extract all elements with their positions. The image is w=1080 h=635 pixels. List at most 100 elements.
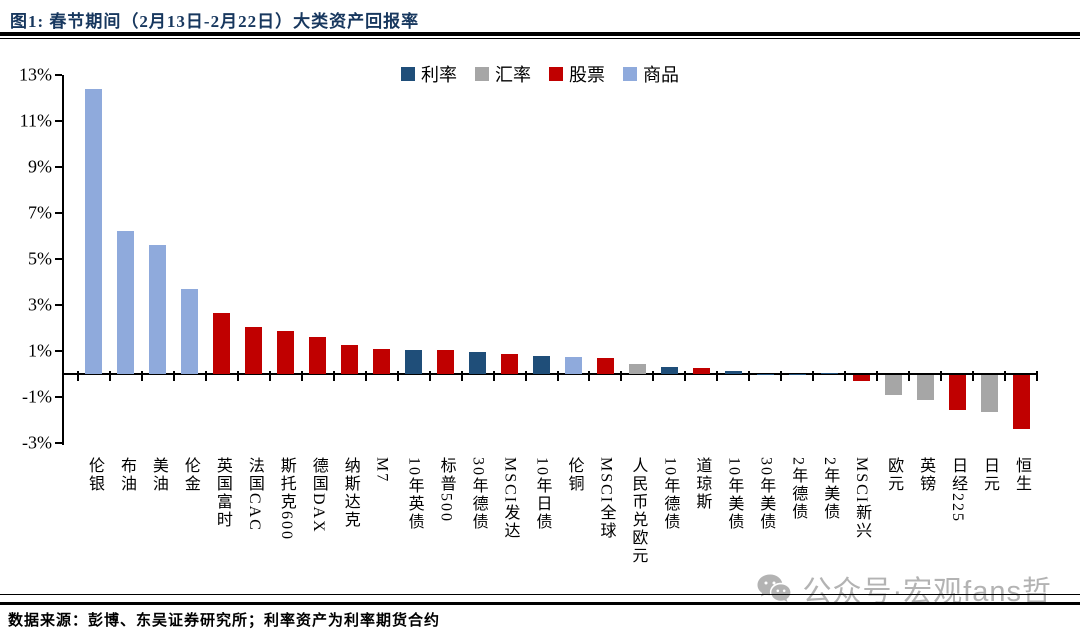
x-axis-label: 英国富时 [213, 457, 231, 529]
x-axis-tick [748, 371, 751, 381]
x-axis-tick [1036, 371, 1038, 381]
bar [277, 331, 295, 374]
legend: 利率 汇率 股票 商品 [0, 61, 1080, 87]
bar [692, 368, 710, 374]
x-axis-tick [236, 371, 239, 381]
x-axis-label: 英镑 [917, 457, 935, 493]
x-axis-tick [268, 371, 271, 381]
x-axis-label: 标普500 [437, 457, 455, 523]
x-axis-tick [77, 371, 79, 381]
legend-swatch [401, 67, 415, 81]
x-axis-label: 2年德债 [789, 457, 807, 521]
x-axis-label: 纳斯达克 [341, 457, 359, 529]
bar [980, 375, 998, 412]
x-axis-label: 道琼斯 [693, 457, 711, 511]
legend-swatch [549, 67, 563, 81]
x-axis-tick [204, 371, 207, 381]
legend-label: 商品 [643, 65, 679, 85]
bar [820, 373, 838, 375]
bar [149, 245, 167, 374]
x-axis-label: 10年日债 [533, 457, 551, 531]
bar [788, 373, 806, 375]
footer-divider-thin [0, 594, 1080, 595]
x-axis-label: 人民币兑欧元 [629, 457, 647, 565]
x-axis-label: 日经225 [949, 457, 967, 523]
x-axis-tick [492, 371, 495, 381]
legend-label: 利率 [421, 65, 457, 85]
y-axis-label: -1% [22, 386, 52, 407]
x-axis-tick [652, 371, 655, 381]
y-axis-label: -3% [22, 432, 52, 453]
x-axis-label: 德国DAX [309, 457, 327, 534]
bar [724, 371, 742, 374]
x-axis-tick [1004, 371, 1007, 381]
x-axis-label: 法国CAC [245, 457, 263, 532]
x-axis-label: 布油 [117, 457, 135, 493]
bar [437, 349, 455, 374]
x-axis-tick [972, 371, 975, 381]
bar [245, 326, 263, 374]
x-axis-label: 欧元 [885, 457, 903, 493]
x-axis-label: 10年英债 [405, 457, 423, 531]
y-axis-tick [55, 442, 62, 444]
bar [948, 375, 966, 410]
x-axis-label: 斯托克600 [277, 457, 295, 541]
bar [469, 352, 487, 374]
x-axis-tick [908, 371, 911, 381]
title-divider-thin [0, 38, 1080, 39]
x-axis-baseline [62, 373, 1037, 375]
x-axis-tick [780, 371, 783, 381]
x-axis-label: 恒生 [1013, 457, 1031, 493]
title-divider-thick [0, 32, 1080, 36]
legend-item-3: 股票 [549, 61, 605, 87]
x-axis-label: MSCI新兴 [853, 457, 871, 541]
legend-swatch [623, 67, 637, 81]
legend-label: 汇率 [495, 65, 531, 85]
y-axis-label: 1% [28, 340, 52, 361]
legend-label: 股票 [569, 65, 605, 85]
bar [564, 356, 582, 374]
x-axis-tick [140, 371, 143, 381]
y-axis-tick [55, 212, 62, 214]
y-axis-tick [55, 350, 62, 352]
bar [756, 373, 774, 375]
y-axis-label: 5% [28, 248, 52, 269]
x-axis-label: 10年德债 [661, 457, 679, 531]
bar [660, 367, 678, 374]
y-axis-label: 3% [28, 294, 52, 315]
x-axis-label: 10年美债 [725, 457, 743, 531]
bar [628, 363, 646, 374]
x-axis-label: 2年美债 [821, 457, 839, 521]
x-axis-tick [844, 371, 847, 381]
x-axis-tick [620, 371, 623, 381]
legend-item-2: 汇率 [475, 61, 531, 87]
x-axis-tick [428, 371, 431, 381]
x-axis-tick [876, 371, 879, 381]
y-axis-tick [55, 258, 62, 260]
bar [1012, 375, 1030, 430]
x-axis-label: MSCI发达 [501, 457, 519, 541]
bar [501, 354, 519, 374]
x-axis-tick [684, 371, 687, 381]
bar [181, 288, 199, 374]
x-axis-tick [460, 371, 463, 381]
bar [884, 375, 902, 395]
x-axis-tick [716, 371, 719, 381]
x-axis-label: 美油 [149, 457, 167, 493]
y-axis-tick [55, 74, 62, 76]
bar [85, 88, 103, 374]
y-axis-label: 11% [19, 110, 52, 131]
x-axis-tick [332, 371, 335, 381]
x-axis-label: 30年德债 [469, 457, 487, 531]
y-axis-tick [55, 396, 62, 398]
x-axis-tick [524, 371, 527, 381]
bar [213, 313, 231, 374]
legend-item-1: 利率 [401, 61, 457, 87]
bar [117, 231, 135, 374]
x-axis-tick [172, 371, 175, 381]
x-axis-label: MSCI全球 [597, 457, 615, 541]
y-axis [62, 75, 64, 445]
bar [405, 349, 423, 374]
bar [309, 337, 327, 374]
